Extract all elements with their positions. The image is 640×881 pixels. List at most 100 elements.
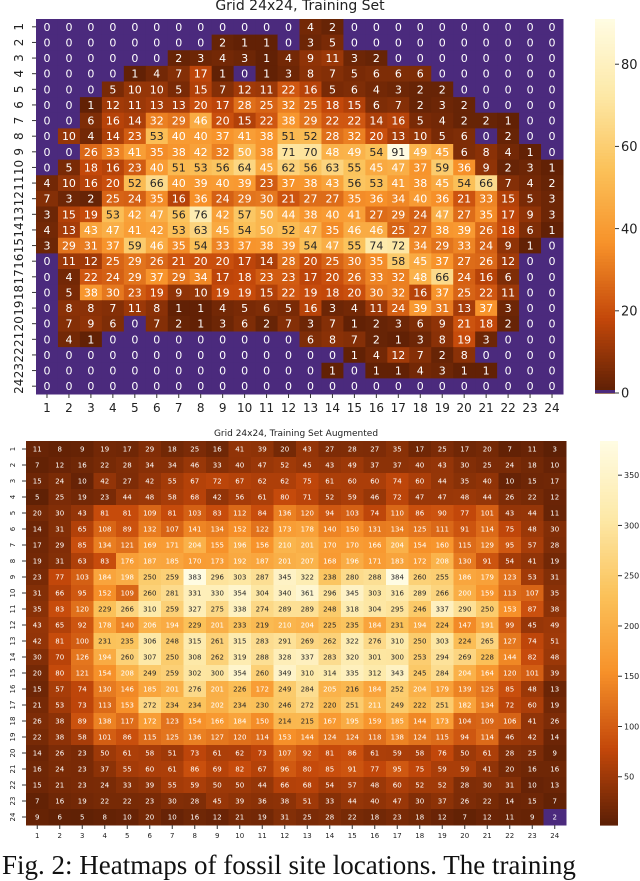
heatmap-cell [101,144,125,161]
colorbar-segment [600,642,618,647]
heatmap-cell [79,206,103,223]
heatmap-cell [541,347,564,364]
heatmap-cell [299,128,322,145]
cell-value-label: 68 [190,494,199,502]
heatmap-cell [387,253,410,270]
cell-value-label: 42 [216,208,230,221]
cell-value-label: 22 [483,798,492,806]
cell-value-label: 204 [413,686,427,694]
colorbar-segment [595,361,615,366]
cell-value-label: 168 [323,558,336,566]
heatmap-cell [453,649,477,666]
colorbar-segment [600,575,618,580]
heatmap-cell [79,112,103,129]
heatmap-cell [409,362,432,379]
cell-value-label: 49 [348,462,357,470]
heatmap-cell [233,190,257,207]
cell-value-label: 20 [194,255,208,268]
cell-value-label: 0 [549,333,556,346]
heatmap-cell [211,175,235,192]
heatmap-cell [318,569,342,586]
heatmap-cell [521,665,544,682]
colorbar-segment [595,343,615,347]
heatmap-cell [161,777,184,794]
cell-value-label: 42 [100,478,109,486]
heatmap-cell [138,793,162,810]
cell-value-label: 37 [413,161,427,174]
cell-value-label: 30 [415,798,424,806]
cell-value-label: 17 [460,446,469,454]
cell-value-label: 52 [282,224,296,237]
heatmap-cell [409,112,432,129]
cell-value-label: 103 [188,510,201,518]
colorbar-segment [600,559,618,564]
heatmap-cell [521,777,544,794]
heatmap-cell [498,633,522,650]
cell-value-label: 253 [413,654,426,662]
heatmap-cell [453,50,476,67]
cell-value-label: 13 [457,302,471,315]
heatmap-1: 0 0 0 0 0 0 0 0 0 0 0 0 4 2 0 0 0 0 0 0 0 0 0 00 0 0 0 0 0 0 0 2 1 1 0 3 5 0 0… [12,19,638,415]
cell-value-label: 0 [131,318,138,331]
heatmap-cell [299,19,322,36]
cell-value-label: 255 [436,574,449,582]
cell-value-label: 45 [216,224,230,237]
heatmap-cell [211,315,235,332]
heatmap-cell [431,553,454,570]
heatmap-cell [277,331,300,348]
heatmap-cell [521,649,544,666]
cell-value-label: 234 [233,702,247,710]
cell-value-label: 51 [303,798,312,806]
heatmap-cell [498,729,522,746]
colorbar-segment [595,146,615,151]
heatmap-cell [321,331,344,348]
heatmap-cell [386,441,409,458]
cell-value-label: 3 [219,318,226,331]
cell-value-label: 229 [98,606,111,614]
cell-value-label: 0 [65,83,72,96]
heatmap-cell [409,175,432,192]
cell-value-label: 26 [479,224,493,237]
colorbar-segment [595,22,615,26]
cell-value-label: 0 [219,333,226,346]
cell-value-label: 89 [123,526,132,534]
heatmap-cell [93,553,117,570]
cell-value-label: 23 [100,494,109,502]
heatmap-cell [206,553,229,570]
colorbar-segment [600,684,618,688]
cell-value-label: 25 [391,224,405,237]
cell-value-label: 17 [303,271,317,284]
colorbar-segment [600,793,618,797]
cell-value-label: 115 [436,734,449,742]
heatmap-cell [296,681,319,698]
cell-value-label: 40 [370,798,379,806]
heatmap-cell [475,175,498,192]
heatmap-cell [277,65,300,82]
heatmap-cell [497,206,520,223]
heatmap-cell [101,300,125,317]
cell-value-label: 14 [128,115,142,128]
heatmap-cell [321,300,344,317]
cell-value-label: 51 [168,750,177,758]
heatmap-cell [138,489,162,506]
heatmap-cell [321,81,344,98]
heatmap-cell [321,97,344,114]
cell-value-label: 21 [282,193,296,206]
heatmap-cell [521,601,544,618]
heatmap-cell [26,649,49,666]
heatmap-cell [255,284,279,301]
cell-value-label: 20 [303,255,317,268]
cell-value-label: 0 [153,333,160,346]
cell-value-label: 166 [368,542,382,550]
cell-value-label: 24 [128,193,142,206]
cell-value-label: 34 [145,462,154,470]
cell-value-label: 201 [211,622,224,630]
heatmap-cell [541,362,564,379]
heatmap-cell [167,159,191,176]
cell-value-label: 51 [550,638,559,646]
colorbar-segment [600,517,618,522]
heatmap-cell [116,713,139,730]
heatmap-cell [431,144,454,161]
heatmap-cell [167,144,191,161]
cell-value-label: 92 [303,750,312,758]
